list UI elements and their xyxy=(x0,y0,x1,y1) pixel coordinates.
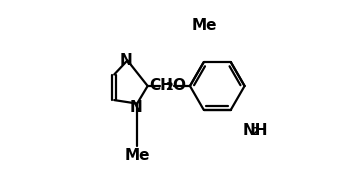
Text: O: O xyxy=(172,78,185,93)
Text: N: N xyxy=(120,53,132,68)
Text: CH: CH xyxy=(150,78,174,93)
Text: Me: Me xyxy=(192,18,217,33)
Text: 2: 2 xyxy=(251,127,259,137)
Text: NH: NH xyxy=(243,123,268,138)
Text: 2: 2 xyxy=(165,82,173,92)
Text: N: N xyxy=(130,100,142,115)
Text: Me: Me xyxy=(124,148,150,163)
